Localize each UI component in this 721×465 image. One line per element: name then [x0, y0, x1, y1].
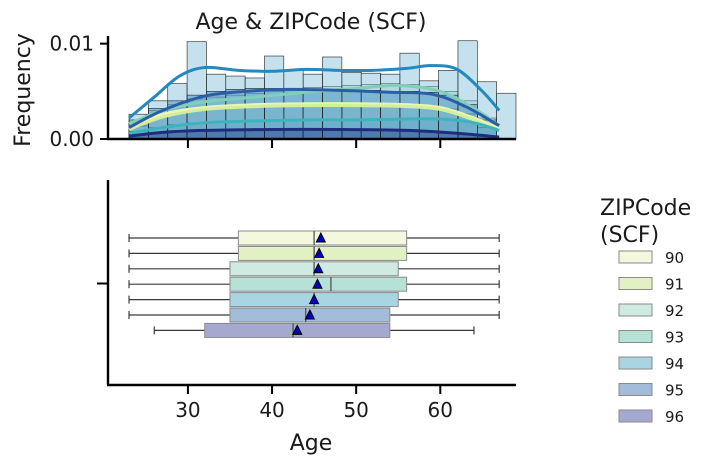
mean-marker — [312, 262, 324, 274]
legend-label: 94 — [665, 355, 684, 373]
box-x-tick-label: 60 — [428, 398, 453, 422]
legend-item-92: 92 — [618, 302, 684, 320]
histogram-panel: Age & ZIPCode (SCF) Frequency 0.00 0.01 — [11, 10, 517, 151]
hist-bar-94-19 — [496, 92, 517, 140]
legend-item-91: 91 — [618, 276, 684, 294]
legend-label: 90 — [665, 249, 684, 267]
boxplot-92 — [128, 261, 500, 277]
boxplot-90 — [128, 230, 500, 246]
boxplot-93 — [128, 276, 500, 292]
hist-bar-96-12 — [360, 130, 381, 140]
mean-marker — [304, 308, 316, 320]
boxplot-axes: 30 40 50 60 — [97, 180, 516, 422]
hist-y-tick-label: 0.00 — [49, 127, 94, 151]
kde-line-96 — [128, 127, 500, 139]
chart-title: Age & ZIPCode (SCF) — [196, 10, 427, 35]
legend-swatch — [618, 250, 653, 264]
legend-item-96: 96 — [618, 408, 684, 426]
boxplot-panel: 30 40 50 60 Age — [97, 180, 516, 456]
legend-label: 92 — [665, 302, 684, 320]
legend: ZIPCode (SCF) 90 91 92 93 94 95 96 — [600, 196, 691, 426]
box-iqr — [237, 245, 408, 261]
kde-line-95 — [128, 87, 500, 129]
kde-line-94 — [128, 64, 501, 120]
mean-marker — [312, 278, 323, 289]
legend-swatch — [618, 383, 653, 396]
box-x-tick-label: 30 — [175, 398, 200, 422]
legend-swatch — [618, 277, 653, 290]
legend-items: 90 91 92 93 94 95 96 — [618, 249, 684, 426]
legend-label: 95 — [665, 382, 684, 400]
histogram-axes: 0.00 0.01 — [49, 32, 516, 151]
mean-marker — [313, 247, 325, 258]
legend-title: ZIPCode (SCF) — [600, 196, 691, 248]
boxplot-96 — [153, 322, 475, 338]
legend-label: 91 — [665, 276, 684, 294]
mean-marker — [308, 293, 320, 305]
kde-curves — [128, 64, 501, 139]
legend-item-93: 93 — [618, 329, 684, 347]
mean-marker — [291, 324, 303, 335]
boxplot-91 — [128, 245, 500, 261]
kde-line-90 — [128, 102, 500, 130]
legend-swatch — [618, 356, 653, 370]
kde-line-91 — [128, 104, 500, 132]
x-axis-label: Age — [290, 431, 333, 456]
legend-label: 96 — [665, 408, 684, 426]
kde-line-93 — [128, 117, 500, 135]
mean-marker — [315, 231, 327, 243]
y-axis-label: Frequency — [11, 33, 36, 147]
legend-item-95: 95 — [618, 382, 684, 400]
hist-bar-96-13 — [380, 130, 401, 140]
boxplots — [128, 230, 500, 338]
boxplot-95 — [128, 307, 500, 323]
legend-label: 93 — [665, 329, 684, 347]
box-x-tick-label: 50 — [343, 398, 368, 422]
legend-swatch — [618, 409, 653, 423]
hist-bar-96-9 — [302, 129, 323, 140]
legend-item-90: 90 — [618, 249, 684, 267]
legend-swatch — [618, 303, 653, 317]
legend-swatch — [618, 330, 653, 343]
legend-item-94: 94 — [618, 355, 684, 373]
box-x-tick-label: 40 — [259, 398, 284, 422]
hist-y-tick-label: 0.01 — [49, 32, 94, 56]
boxplot-94 — [128, 292, 500, 308]
